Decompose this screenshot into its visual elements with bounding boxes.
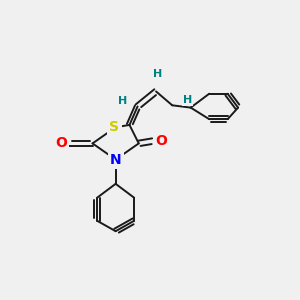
Text: H: H	[153, 69, 162, 79]
Text: S: S	[110, 120, 119, 134]
Text: H: H	[183, 94, 192, 104]
Text: O: O	[155, 134, 167, 148]
Text: H: H	[118, 96, 127, 106]
Text: N: N	[110, 153, 122, 166]
Text: O: O	[55, 136, 67, 150]
